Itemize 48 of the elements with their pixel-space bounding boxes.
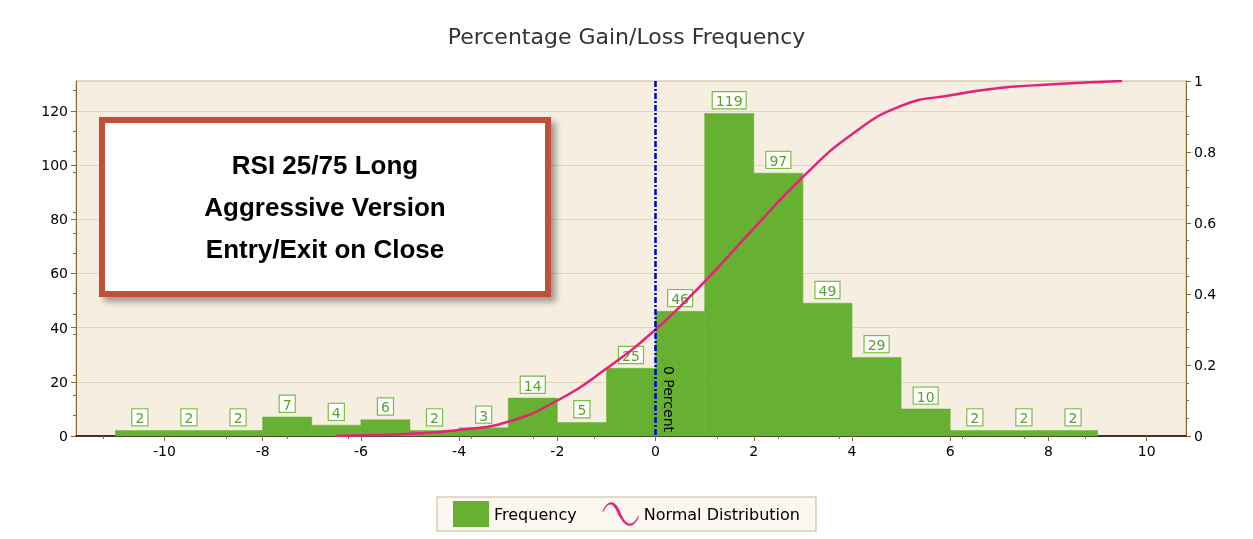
x-tick-label: -6 <box>353 443 368 459</box>
data-label: 2 <box>430 410 439 427</box>
data-label: 119 <box>715 93 743 110</box>
note-box: RSI 25/75 Long Aggressive Version Entry/Exit on Close <box>99 117 551 297</box>
chart-title: Percentage Gain/Loss Frequency <box>447 23 806 49</box>
data-label: 2 <box>233 410 243 427</box>
x-tick-label: 10 <box>1137 443 1156 459</box>
y-tick-label: 120 <box>41 102 68 119</box>
data-label: 29 <box>867 337 886 354</box>
data-label: 14 <box>523 377 542 394</box>
y2-tick-label: 0.8 <box>1194 144 1217 160</box>
y-tick-label: 80 <box>50 211 68 228</box>
data-label: 7 <box>282 396 292 413</box>
x-tick-label: -8 <box>255 443 270 459</box>
y-tick-label: 0 <box>59 428 68 444</box>
x-tick-label: 2 <box>749 443 759 459</box>
data-label: 97 <box>769 152 788 169</box>
data-label: 5 <box>577 402 587 419</box>
y2-tick-label: 0.4 <box>1194 286 1217 302</box>
x-tick-label: -4 <box>452 443 467 459</box>
data-label: 10 <box>916 388 935 405</box>
y2-tick-label: 0.6 <box>1194 215 1217 231</box>
y-tick-label: 100 <box>41 157 68 174</box>
data-label: 2 <box>1019 410 1029 427</box>
y2-tick-label: 1 <box>1194 73 1203 89</box>
data-label: 3 <box>479 407 489 424</box>
ref-line-label: 0 Percent <box>660 365 677 433</box>
data-label: 2 <box>184 410 194 427</box>
x-tick-label: -2 <box>550 443 565 459</box>
legend-label: Normal Distribution <box>643 504 800 524</box>
x-tick-label: 8 <box>1044 443 1053 459</box>
data-label: 49 <box>818 282 837 299</box>
x-tick-label: 0 <box>651 443 661 459</box>
x-tick-label: 4 <box>847 443 857 459</box>
y-tick-label: 20 <box>50 373 68 390</box>
legend-label: Frequency <box>494 504 577 524</box>
x-tick-label: 6 <box>945 443 955 459</box>
y-tick-label: 60 <box>50 265 68 282</box>
y2-tick-label: 0.2 <box>1194 357 1217 373</box>
data-label: 2 <box>135 410 145 427</box>
y2-tick-label: 0 <box>1194 428 1203 444</box>
data-label: 2 <box>970 410 980 427</box>
data-label: 6 <box>380 399 390 416</box>
data-label: 4 <box>331 404 341 421</box>
y-tick-label: 40 <box>50 319 68 336</box>
data-label: 2 <box>1068 410 1078 427</box>
data-label: 25 <box>622 348 640 364</box>
x-tick-label: -10 <box>152 443 176 459</box>
